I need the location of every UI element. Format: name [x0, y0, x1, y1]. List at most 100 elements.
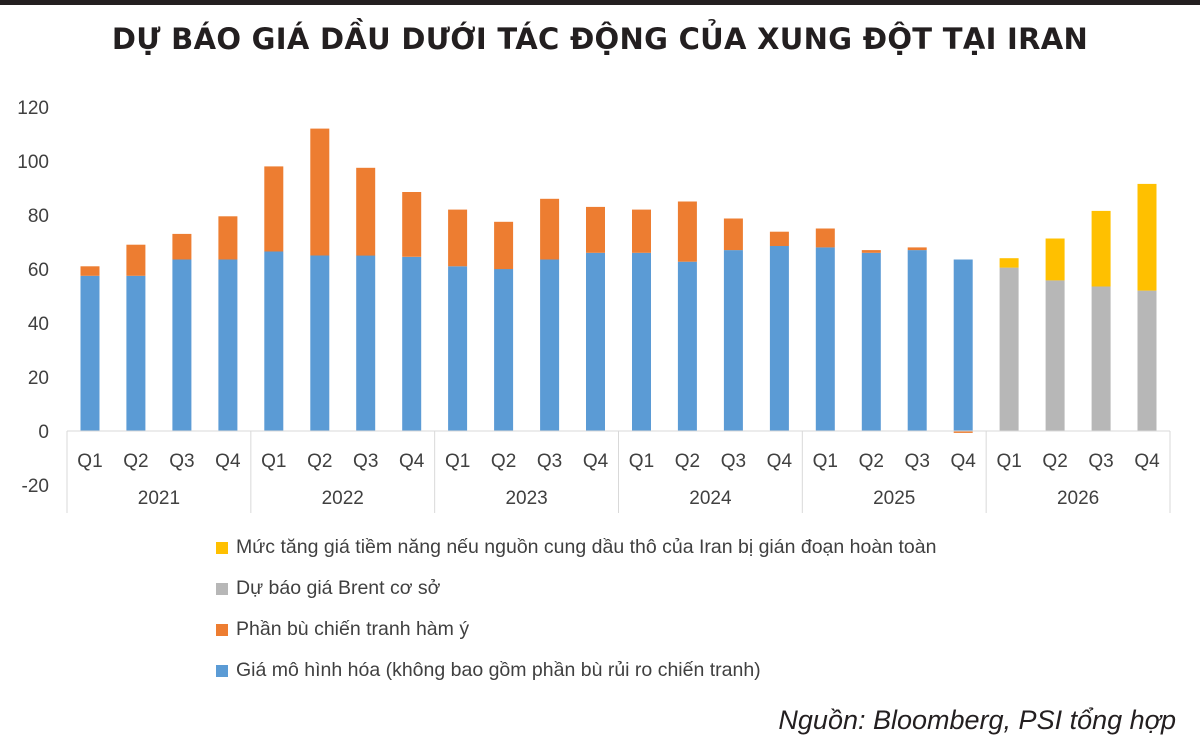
legend-swatch	[216, 623, 228, 636]
bar-segment-series-1-7	[402, 192, 422, 257]
bar-segment-series-0-4	[264, 251, 284, 431]
x-quarter-label: Q3	[353, 451, 378, 472]
bar-segment-series-1-13	[677, 201, 697, 262]
x-axis: Q1 Q2 Q3 Q4 Q1 Q2 Q3 Q4 Q1 Q2 Q3 Q4 Q1 Q2 Q3 Q4 Q1 Q2 Q3 Q4…	[66, 430, 1171, 513]
x-quarter-label: Q1	[77, 451, 102, 472]
x-year-label: 2022	[322, 488, 364, 509]
x-quarter-label: Q2	[1042, 451, 1067, 472]
y-tick-label: 60	[28, 260, 49, 281]
y-tick-label: 100	[17, 152, 49, 173]
bar-marks	[80, 128, 1157, 433]
bar-segment-series-1-11	[586, 206, 605, 253]
y-tick-label: -20	[22, 476, 49, 497]
x-quarter-label: Q3	[905, 451, 930, 472]
x-quarter-label: Q1	[629, 451, 654, 472]
x-quarter-label: Q4	[767, 451, 793, 472]
x-quarter-label: Q4	[399, 451, 425, 472]
bar-segment-series-1-18	[907, 247, 927, 251]
x-quarter-label: Q2	[491, 451, 516, 472]
legend-swatch	[216, 664, 228, 677]
x-quarter-label: Q1	[996, 451, 1021, 472]
bar-segment-series-2-22	[1091, 286, 1111, 431]
bar-segment-series-0-14	[723, 250, 743, 431]
bar-segment-series-1-9	[494, 221, 514, 270]
bar-segment-series-0-9	[494, 269, 514, 431]
bar-segment-series-0-10	[540, 259, 560, 431]
bar-segment-series-0-0	[80, 275, 100, 432]
x-quarter-label: Q1	[813, 451, 838, 472]
x-year-label: 2021	[138, 488, 180, 509]
bar-segment-series-0-15	[769, 246, 789, 431]
x-year-label: 2024	[689, 488, 732, 509]
bar-segment-series-0-16	[815, 247, 835, 431]
top-border-bar	[0, 0, 1200, 5]
bar-segment-series-0-2	[172, 259, 192, 431]
bar-segment-series-1-3	[218, 216, 238, 260]
bar-segment-series-2-21	[1045, 280, 1065, 431]
bar-segment-series-0-1	[126, 275, 146, 432]
bar-segment-series-3-22	[1091, 210, 1111, 287]
x-quarter-label: Q2	[123, 451, 148, 472]
legend-item: Giá mô hình hóa (không bao gồm phần bù r…	[216, 650, 936, 691]
bar-segment-series-1-19	[953, 431, 973, 433]
bar-segment-series-0-18	[907, 250, 927, 431]
bar-segment-series-0-6	[356, 255, 376, 431]
legend-item: Phần bù chiến tranh hàm ý	[216, 609, 936, 650]
legend-swatch	[216, 541, 228, 554]
y-tick-label: 0	[38, 422, 49, 443]
bar-segment-series-0-13	[677, 261, 697, 431]
y-axis-tick-labels: 120 100 80 60 40 20 0 -20	[17, 98, 49, 497]
legend-label: Mức tăng giá tiềm năng nếu nguồn cung dầ…	[236, 536, 937, 558]
x-quarter-label: Q3	[721, 451, 746, 472]
x-quarter-label: Q1	[261, 451, 286, 472]
x-quarter-label: Q2	[859, 451, 884, 472]
bar-segment-series-1-8	[448, 209, 468, 267]
bar-segment-series-0-7	[402, 256, 422, 431]
bar-segment-series-1-17	[861, 250, 881, 253]
y-tick-label: 120	[17, 98, 49, 119]
bar-segment-series-1-14	[723, 218, 743, 251]
bar-segment-series-2-20	[999, 267, 1019, 431]
x-year-label: 2025	[873, 488, 915, 509]
bar-segment-series-1-1	[126, 244, 146, 276]
bar-segment-series-1-6	[356, 167, 376, 256]
legend-label: Dự báo giá Brent cơ sở	[236, 577, 441, 599]
x-quarter-label: Q1	[445, 451, 470, 472]
x-quarter-label: Q4	[951, 451, 977, 472]
bar-segment-series-3-20	[999, 258, 1019, 268]
chart-title: DỰ BÁO GIÁ DẦU DƯỚI TÁC ĐỘNG CỦA XUNG ĐỘ…	[111, 22, 1089, 56]
bar-segment-series-1-4	[264, 166, 284, 252]
bar-segment-series-1-12	[632, 209, 651, 253]
bar-segment-series-2-23	[1137, 290, 1157, 431]
bar-segment-series-3-23	[1137, 183, 1157, 291]
legend-label: Giá mô hình hóa (không bao gồm phần bù r…	[236, 659, 761, 681]
x-quarter-label: Q3	[1088, 451, 1113, 472]
y-tick-label: 40	[28, 314, 49, 335]
bar-segment-series-1-0	[80, 266, 100, 276]
x-year-label: 2023	[505, 488, 547, 509]
x-quarter-label: Q4	[583, 451, 609, 472]
x-quarter-label: Q3	[169, 451, 194, 472]
legend-item: Mức tăng giá tiềm năng nếu nguồn cung dầ…	[216, 527, 936, 568]
bar-segment-series-1-5	[310, 128, 330, 256]
x-quarter-label: Q4	[215, 451, 241, 472]
bar-segment-series-1-16	[815, 228, 835, 248]
y-tick-label: 20	[28, 368, 49, 389]
bar-segment-series-1-15	[769, 231, 789, 246]
bar-segment-series-0-19	[953, 259, 973, 431]
x-quarter-label: Q2	[307, 451, 332, 472]
bar-segment-series-0-8	[448, 266, 468, 431]
legend: Mức tăng giá tiềm năng nếu nguồn cung dầ…	[216, 527, 936, 691]
source-note: Nguồn: Bloomberg, PSI tổng hợp	[778, 705, 1176, 735]
bar-segment-series-1-10	[540, 198, 560, 260]
bar-segment-series-0-11	[586, 252, 605, 431]
legend-item: Dự báo giá Brent cơ sở	[216, 568, 936, 609]
x-quarter-label: Q3	[537, 451, 562, 472]
legend-swatch	[216, 582, 228, 595]
bar-segment-series-0-17	[861, 252, 881, 431]
bar-segment-series-0-12	[632, 252, 651, 431]
legend-label: Phần bù chiến tranh hàm ý	[236, 618, 470, 640]
x-quarter-label: Q2	[675, 451, 700, 472]
x-quarter-label: Q4	[1134, 451, 1160, 472]
